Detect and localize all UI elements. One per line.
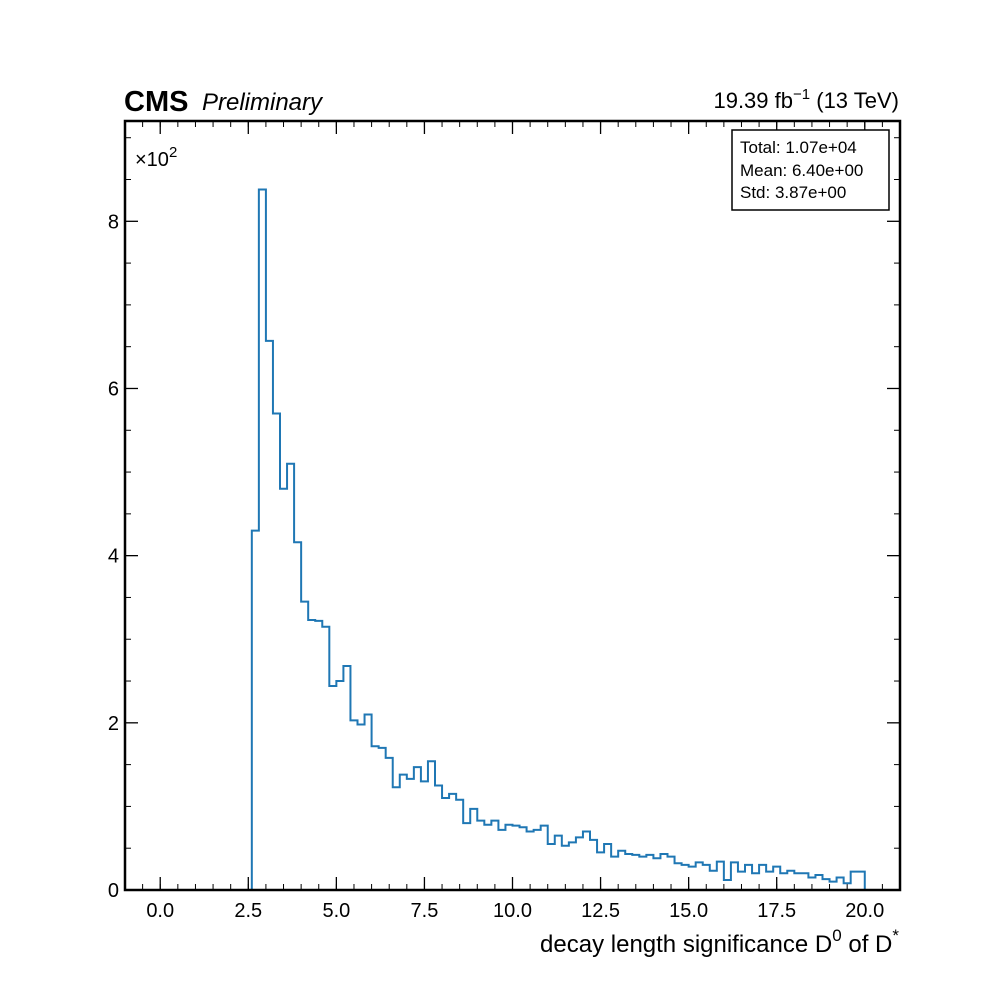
x-tick-label: 10.0 [493, 900, 532, 922]
stats-total: Total: 1.07e+04 [740, 138, 857, 157]
x-tick-label: 12.5 [581, 900, 620, 922]
y-tick-label: 4 [108, 546, 119, 568]
lumi-unit: fb [775, 88, 793, 113]
y-tick-label: 2 [108, 713, 119, 735]
y-axis: 0 2 4 6 8 [108, 137, 900, 902]
y-multiplier: ×102 [135, 144, 177, 171]
x-tick-label: 2.5 [234, 900, 262, 922]
y-multiplier-base: ×10 [135, 149, 169, 171]
x-label-main: decay length significance D [540, 931, 832, 958]
status-label: Preliminary [202, 89, 324, 116]
x-axis: 0.0 2.5 5.0 7.5 10.0 12.5 15.0 17.5 20.0 [142, 121, 884, 922]
x-tick-label: 15.0 [669, 900, 708, 922]
lumi-value: 19.39 [713, 88, 768, 113]
x-label-sup2: * [892, 926, 899, 945]
lumi-unit-sup: −1 [793, 86, 810, 103]
y-tick-label: 8 [108, 211, 119, 233]
x-tick-label: 0.0 [146, 900, 174, 922]
y-tick-label: 0 [108, 880, 119, 902]
histogram-series [250, 188, 866, 890]
x-tick-label: 5.0 [322, 900, 350, 922]
y-tick-label: 6 [108, 378, 119, 400]
y-multiplier-exp: 2 [169, 144, 177, 161]
x-label-mid: of D [842, 931, 893, 958]
lumi-energy: (13 TeV) [816, 88, 899, 113]
lumi-label: 19.39 fb−1 (13 TeV) [713, 86, 899, 113]
plot-frame [123, 119, 902, 892]
x-tick-label: 7.5 [411, 900, 439, 922]
stats-box-border [731, 129, 890, 211]
stats-box: Total: 1.07e+04 Mean: 6.40e+00 Std: 3.87… [731, 129, 890, 211]
x-label-sup1: 0 [832, 926, 841, 945]
x-axis-label: decay length significance D0 of D* [540, 926, 899, 958]
stats-std: Std: 3.87e+00 [740, 183, 846, 202]
experiment-label: CMS [124, 86, 188, 118]
x-tick-label: 17.5 [757, 900, 796, 922]
x-tick-label: 20.0 [845, 900, 884, 922]
stats-mean: Mean: 6.40e+00 [740, 161, 863, 180]
